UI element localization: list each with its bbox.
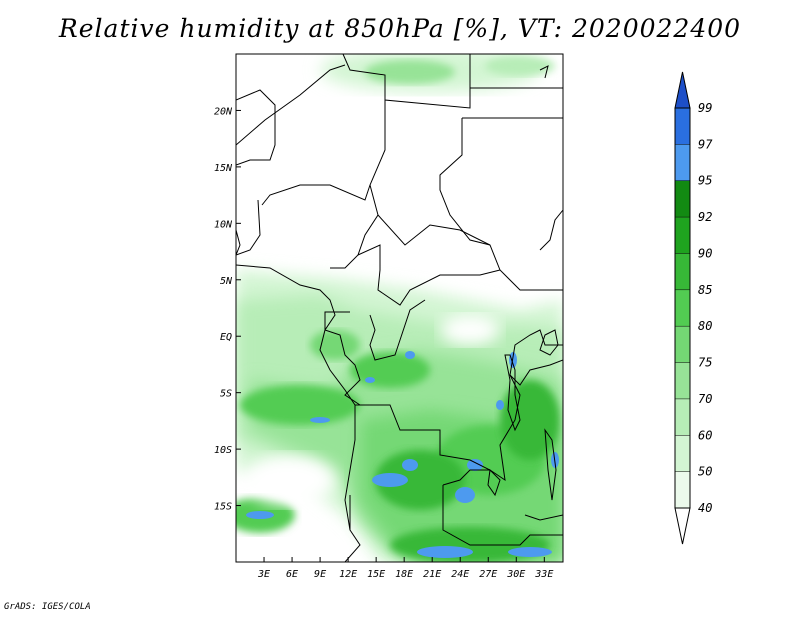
longitude-tick-label: 27E xyxy=(479,569,497,580)
latitude-tick: EQ xyxy=(220,332,241,343)
colorbar-label: 75 xyxy=(698,356,712,370)
saturated-patch xyxy=(417,546,473,558)
humidity-patch xyxy=(310,330,360,360)
saturated-patch xyxy=(372,473,408,487)
longitude-tick-label: 12E xyxy=(339,569,357,580)
colorbar-label: 40 xyxy=(698,501,712,515)
colorbar-segment xyxy=(675,289,690,327)
latitude-tick: 5S xyxy=(220,389,241,400)
saturated-patch xyxy=(508,547,552,557)
colorbar-label: 50 xyxy=(698,465,712,479)
longitude-tick-label: 6E xyxy=(286,569,298,580)
colorbar-label: 99 xyxy=(698,101,712,115)
latitude-tick-label: 15S xyxy=(214,502,232,513)
saturated-patch xyxy=(365,377,375,383)
longitude-tick: 6E xyxy=(286,557,298,580)
country-borders xyxy=(236,54,563,562)
colorbar-label: 80 xyxy=(698,319,712,333)
dry-patch xyxy=(440,315,500,345)
longitude-tick: 15E xyxy=(367,557,385,580)
longitude-tick-label: 3E xyxy=(257,569,270,580)
colorbar-segment xyxy=(675,108,690,145)
longitude-tick-label: 15E xyxy=(367,569,385,580)
saturated-patch xyxy=(405,351,415,359)
humidity-field xyxy=(236,54,563,562)
latitude-tick-label: EQ xyxy=(220,332,232,343)
saturated-patch xyxy=(402,459,418,471)
latitude-tick-label: 10S xyxy=(214,445,232,456)
longitude-tick: 21E xyxy=(423,557,441,580)
longitude-tick-label: 9E xyxy=(314,569,326,580)
saturated-patch xyxy=(246,511,274,519)
colorbar-label: 92 xyxy=(698,210,712,224)
saturated-patch xyxy=(467,459,483,471)
colorbar-label: 70 xyxy=(698,392,712,406)
longitude-tick: 12E xyxy=(339,557,357,580)
longitude-tick: 3E xyxy=(257,557,270,580)
latitude-tick: 5N xyxy=(220,276,241,287)
longitude-tick-label: 33E xyxy=(534,569,553,580)
colorbar-bottom-cap xyxy=(674,507,691,545)
latitude-tick-label: 15N xyxy=(214,163,233,174)
latitude-tick-label: 5S xyxy=(220,389,232,400)
longitude-tick: 18E xyxy=(395,557,413,580)
lakes xyxy=(487,65,559,501)
latitude-tick: 15S xyxy=(214,502,241,513)
humidity-patch xyxy=(350,352,430,388)
map-title: Relative humidity at 850hPa [%], VT: 202… xyxy=(58,14,742,43)
colorbar-segment xyxy=(675,144,690,181)
colorbar-segment xyxy=(675,180,690,218)
latitude-tick: 10N xyxy=(214,219,241,230)
dry-patch xyxy=(310,538,350,562)
latitude-tick-label: 20N xyxy=(214,106,233,117)
longitude-ticks: 3E 6E 9E 12E 15E 18E 21E 24E 27E 30E 33E xyxy=(257,557,553,580)
humidity-patch xyxy=(365,60,455,84)
longitude-tick: 30E xyxy=(506,557,525,580)
humidity-patch xyxy=(485,56,555,76)
latitude-tick-label: 5N xyxy=(220,276,233,287)
colorbar-label: 85 xyxy=(698,283,712,297)
colorbar-segment xyxy=(675,362,690,399)
latitude-tick-label: 10N xyxy=(214,219,233,230)
colorbar-label: 97 xyxy=(698,137,713,151)
longitude-tick: 9E xyxy=(314,557,326,580)
longitude-tick-label: 21E xyxy=(423,569,441,580)
colorbar-segment xyxy=(675,326,690,363)
latitude-tick: 10S xyxy=(214,445,241,456)
colorbar-segment xyxy=(675,435,690,472)
longitude-tick: 27E xyxy=(479,557,497,580)
colorbar-label: 90 xyxy=(698,246,712,260)
latitude-tick: 15N xyxy=(214,163,241,174)
map-frame xyxy=(235,53,564,563)
colorbar-segment xyxy=(675,253,690,290)
longitude-tick-label: 30E xyxy=(506,569,525,580)
colorbar-segment xyxy=(675,217,690,254)
colorbar-label: 60 xyxy=(698,428,712,442)
colorbar-segment xyxy=(675,471,690,508)
latitude-tick: 20N xyxy=(214,106,241,117)
colorbar-segment xyxy=(675,398,690,436)
longitude-tick: 24E xyxy=(451,557,469,580)
longitude-tick: 33E xyxy=(534,557,553,580)
longitude-tick-label: 18E xyxy=(395,569,413,580)
latitude-ticks: 20N 15N 10N 5N EQ 5S 10S 15S xyxy=(214,106,241,513)
longitude-tick-label: 24E xyxy=(451,569,469,580)
humidity-patch xyxy=(500,380,560,460)
colorbar-top-cap xyxy=(674,71,691,109)
saturated-patch xyxy=(496,400,504,410)
credit-label: GrADS: IGES/COLA xyxy=(4,602,91,612)
humidity-patch xyxy=(240,385,360,425)
colorbar-label: 95 xyxy=(698,174,712,188)
coastline xyxy=(236,229,356,531)
colorbar: 99 97 95 92 90 85 80 75 70 60 50 40 xyxy=(674,71,713,545)
dry-patch xyxy=(245,455,335,505)
saturated-patch xyxy=(455,487,475,503)
saturated-patch xyxy=(310,417,330,423)
